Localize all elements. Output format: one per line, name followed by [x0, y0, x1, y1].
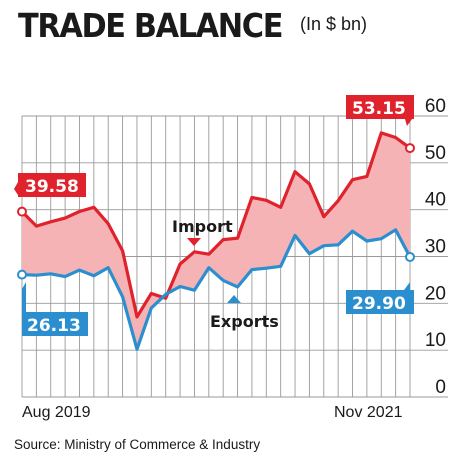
- y-tick-label: 60: [425, 96, 446, 117]
- endpoint-markers: [17, 143, 415, 280]
- x-end-label: Nov 2021: [334, 404, 403, 421]
- exports-end-marker: [405, 251, 415, 262]
- import-last-label: 53.15: [346, 95, 414, 126]
- y-tick-label: 0: [435, 377, 446, 398]
- exports-series-name: Exports: [210, 312, 279, 331]
- exports-last-value: 29.90: [352, 294, 406, 314]
- import-first-label: 39.58: [14, 173, 86, 197]
- exports-start-marker: [17, 269, 27, 280]
- exports-first-value: 26.13: [27, 316, 81, 336]
- y-tick-label: 30: [425, 237, 446, 258]
- trade-gap-area: [22, 132, 410, 350]
- unit-label: (In $ bn): [300, 14, 368, 34]
- x-start-label: Aug 2019: [22, 404, 91, 421]
- chart-title: TRADE BALANCE: [18, 6, 283, 45]
- import-line: [20, 131, 411, 319]
- source-note: Source: Ministry of Commerce & Industry: [14, 437, 261, 452]
- import-annotation: Import: [172, 217, 233, 246]
- y-tick-label: 10: [425, 330, 446, 351]
- exports-arrow-icon: [227, 295, 241, 303]
- import-end-marker: [405, 143, 415, 154]
- y-axis-ticks: 0 10 20 30 40 50 60: [425, 96, 446, 398]
- import-last-value: 53.15: [352, 99, 406, 119]
- y-tick-label: 20: [425, 283, 446, 304]
- import-first-value: 39.58: [25, 177, 79, 197]
- exports-annotation: Exports: [210, 295, 279, 331]
- import-start-marker: [17, 206, 27, 217]
- import-series-name: Import: [172, 217, 233, 236]
- import-arrow-icon: [187, 238, 201, 246]
- exports-line: [21, 228, 412, 351]
- y-tick-label: 40: [425, 190, 446, 211]
- exports-first-label: 26.13: [14, 282, 88, 336]
- y-tick-label: 50: [425, 143, 446, 164]
- trade-balance-chart: 0 10 20 30 40 50 60 39.58 53.15 26.13 29.90 Im…: [14, 95, 448, 421]
- exports-last-label: 29.90: [346, 282, 414, 314]
